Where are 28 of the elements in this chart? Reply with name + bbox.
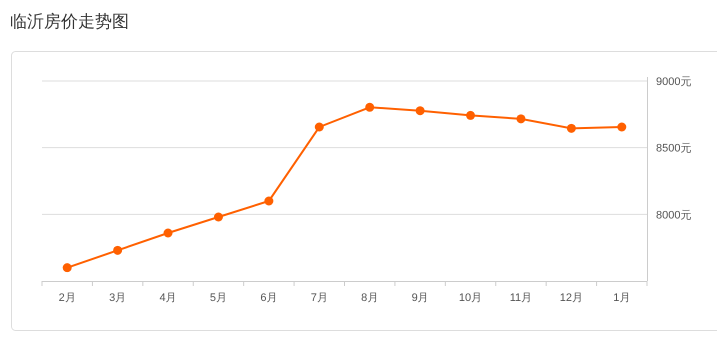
point bbox=[365, 102, 374, 112]
point bbox=[617, 122, 626, 132]
point bbox=[62, 263, 72, 272]
x-tick-label: 12月 bbox=[560, 292, 583, 304]
point bbox=[264, 196, 274, 206]
x-tick-label: 5月 bbox=[210, 292, 228, 304]
x-tick-label: 8月 bbox=[361, 292, 378, 304]
y-tick-label: 8500元 bbox=[656, 142, 692, 155]
point bbox=[113, 246, 122, 255]
point bbox=[516, 114, 526, 124]
x-tick-label: 3月 bbox=[109, 292, 126, 304]
title: 临沂房价走势图 bbox=[10, 12, 129, 31]
y-tick-label: 8000元 bbox=[656, 209, 692, 222]
x-tick-label: 7月 bbox=[310, 292, 328, 304]
point bbox=[314, 122, 324, 132]
y-tick-label: 9000元 bbox=[656, 76, 692, 88]
point bbox=[214, 212, 223, 222]
point bbox=[164, 228, 173, 238]
x-tick-label: 10月 bbox=[458, 292, 482, 304]
x-tick-label: 1月 bbox=[613, 292, 630, 304]
x-tick-label: 9月 bbox=[412, 292, 429, 304]
point bbox=[416, 106, 425, 116]
x-tick-label: 6月 bbox=[260, 292, 278, 304]
point bbox=[466, 110, 476, 120]
x-tick-label: 4月 bbox=[159, 292, 177, 304]
x-tick-label: 2月 bbox=[58, 292, 76, 304]
point bbox=[566, 124, 576, 133]
x-tick-label: 11月 bbox=[510, 292, 532, 304]
